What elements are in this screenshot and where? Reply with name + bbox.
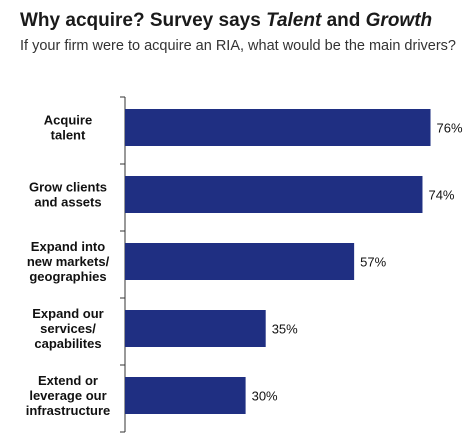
title-emphasis-talent: Talent <box>266 10 322 31</box>
title-mid: and <box>321 10 366 31</box>
category-label-4: Extend or leverage our infrastructure <box>26 373 111 418</box>
chart-subtitle: If your firm were to acquire an RIA, wha… <box>20 38 456 54</box>
bar-4 <box>125 377 246 414</box>
category-label-2: Expand into new markets/geographies <box>27 239 110 284</box>
value-label-0: 76% <box>437 121 463 136</box>
bar-0 <box>125 109 431 146</box>
title-prefix: Why acquire? Survey says <box>20 10 267 31</box>
category-label-3: Expand our services/capabilites <box>32 306 104 351</box>
bar-3 <box>125 310 266 347</box>
bar-1 <box>125 176 423 213</box>
category-label-0: Acquire talent <box>44 113 92 143</box>
bar-2 <box>125 243 355 280</box>
title-emphasis-growth: Growth <box>365 10 433 31</box>
category-label-1: Grow clients and assets <box>29 180 107 210</box>
value-label-3: 35% <box>272 322 298 337</box>
value-label-2: 57% <box>360 255 386 270</box>
value-label-1: 74% <box>428 188 454 203</box>
value-label-4: 30% <box>252 389 278 404</box>
chart-title: Why acquire? Survey says Talent and Grow… <box>20 10 432 32</box>
